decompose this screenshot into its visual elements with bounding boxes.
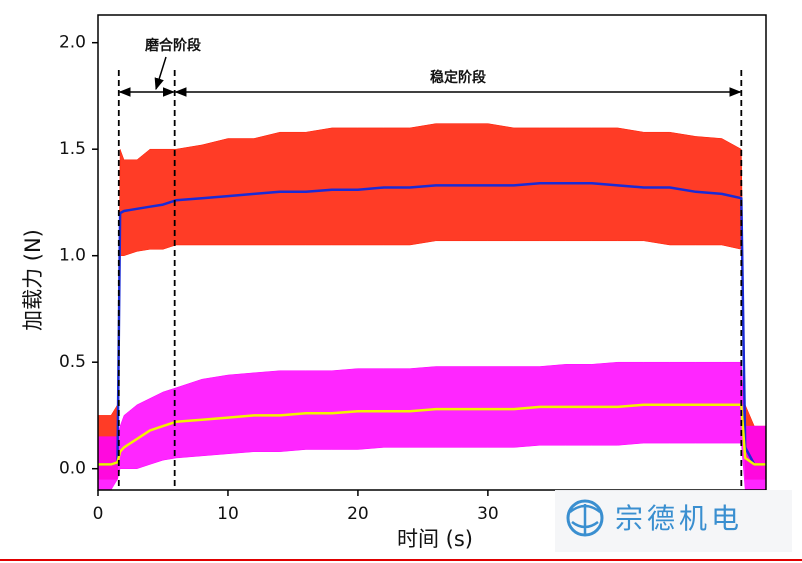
annotation-pointer <box>154 56 167 91</box>
noise-band <box>97 361 767 491</box>
x-tick-label: 0 <box>93 504 104 524</box>
watermark-logo-lines <box>569 504 601 534</box>
annotation: 磨合阶段 <box>145 37 201 54</box>
y-tick-label: 1.5 <box>59 139 86 159</box>
x-tick-label: 30 <box>477 504 499 524</box>
watermark-box: 宗德机电 <box>555 490 792 552</box>
y-axis-label: 加载力 (N) <box>21 229 45 331</box>
y-tick-label: 0.0 <box>59 459 86 479</box>
watermark-logo <box>566 499 604 537</box>
axes-frame <box>97 14 767 491</box>
plot-area <box>97 123 767 491</box>
watermark-text: 宗德机电 <box>615 502 743 535</box>
y-tick-label: 0.5 <box>59 352 86 372</box>
x-tick-label: 20 <box>347 504 369 524</box>
mean-line <box>98 403 766 466</box>
x-axis-label: 时间 (s) <box>397 527 473 551</box>
x-tick-label: 10 <box>217 504 239 524</box>
y-tick-label: 1.0 <box>59 246 86 266</box>
y-tick-label: 2.0 <box>59 33 86 53</box>
annotation: 稳定阶段 <box>430 69 486 86</box>
watermark-bg <box>555 490 792 552</box>
mean-line <box>98 182 766 466</box>
